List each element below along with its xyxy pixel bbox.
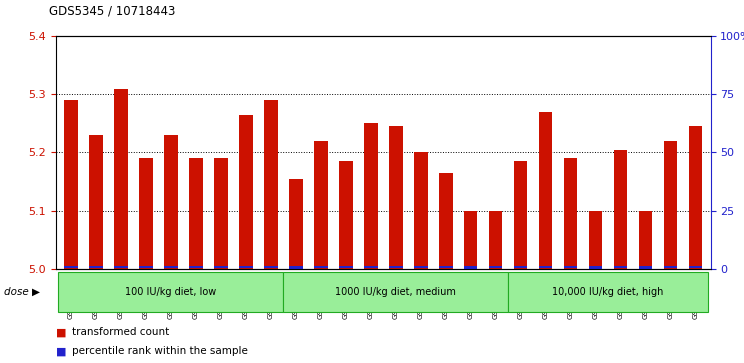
- Bar: [664, 141, 677, 269]
- Bar: [89, 266, 103, 268]
- Bar: [589, 211, 603, 269]
- Text: 1000 IU/kg diet, medium: 1000 IU/kg diet, medium: [336, 287, 456, 297]
- Bar: [638, 266, 652, 269]
- Bar: [564, 158, 577, 269]
- Bar: [539, 112, 553, 269]
- Bar: [339, 266, 353, 269]
- Bar: [264, 266, 278, 268]
- Bar: [114, 89, 128, 269]
- Bar: [414, 266, 428, 268]
- Bar: [189, 266, 202, 268]
- Bar: [114, 266, 128, 268]
- Bar: [389, 266, 403, 268]
- Bar: [189, 158, 202, 269]
- Bar: [283, 272, 508, 312]
- Bar: [64, 266, 77, 268]
- Bar: [439, 173, 452, 269]
- Bar: [264, 100, 278, 269]
- Bar: [564, 266, 577, 268]
- Bar: [489, 266, 502, 269]
- Text: 10,000 IU/kg diet, high: 10,000 IU/kg diet, high: [552, 287, 664, 297]
- Bar: [513, 266, 527, 268]
- Bar: [589, 266, 603, 269]
- Text: percentile rank within the sample: percentile rank within the sample: [72, 346, 248, 356]
- Bar: [339, 161, 353, 269]
- Bar: [614, 266, 627, 269]
- Bar: [389, 126, 403, 269]
- Bar: [508, 272, 708, 312]
- Bar: [414, 152, 428, 269]
- Bar: [689, 126, 702, 269]
- Bar: [464, 211, 478, 269]
- Bar: [489, 211, 502, 269]
- Bar: [139, 266, 153, 268]
- Bar: [64, 100, 77, 269]
- Bar: [289, 179, 303, 269]
- Bar: [439, 266, 452, 269]
- Text: dose ▶: dose ▶: [4, 287, 39, 297]
- Bar: [239, 266, 253, 268]
- Text: ■: ■: [56, 346, 66, 356]
- Bar: [513, 161, 527, 269]
- Text: ■: ■: [56, 327, 66, 337]
- Text: 100 IU/kg diet, low: 100 IU/kg diet, low: [125, 287, 217, 297]
- Bar: [239, 115, 253, 269]
- Bar: [214, 266, 228, 268]
- Text: transformed count: transformed count: [72, 327, 170, 337]
- Bar: [314, 266, 327, 268]
- Bar: [464, 266, 478, 269]
- Bar: [214, 158, 228, 269]
- Bar: [614, 150, 627, 269]
- Bar: [539, 266, 553, 268]
- Bar: [664, 266, 677, 268]
- Bar: [164, 135, 178, 269]
- Bar: [89, 135, 103, 269]
- Bar: [364, 266, 377, 268]
- Text: GDS5345 / 10718443: GDS5345 / 10718443: [49, 5, 176, 18]
- Bar: [58, 272, 283, 312]
- Bar: [314, 141, 327, 269]
- Bar: [364, 123, 377, 269]
- Bar: [638, 211, 652, 269]
- Bar: [289, 266, 303, 269]
- Bar: [164, 266, 178, 268]
- Bar: [689, 266, 702, 268]
- Bar: [139, 158, 153, 269]
